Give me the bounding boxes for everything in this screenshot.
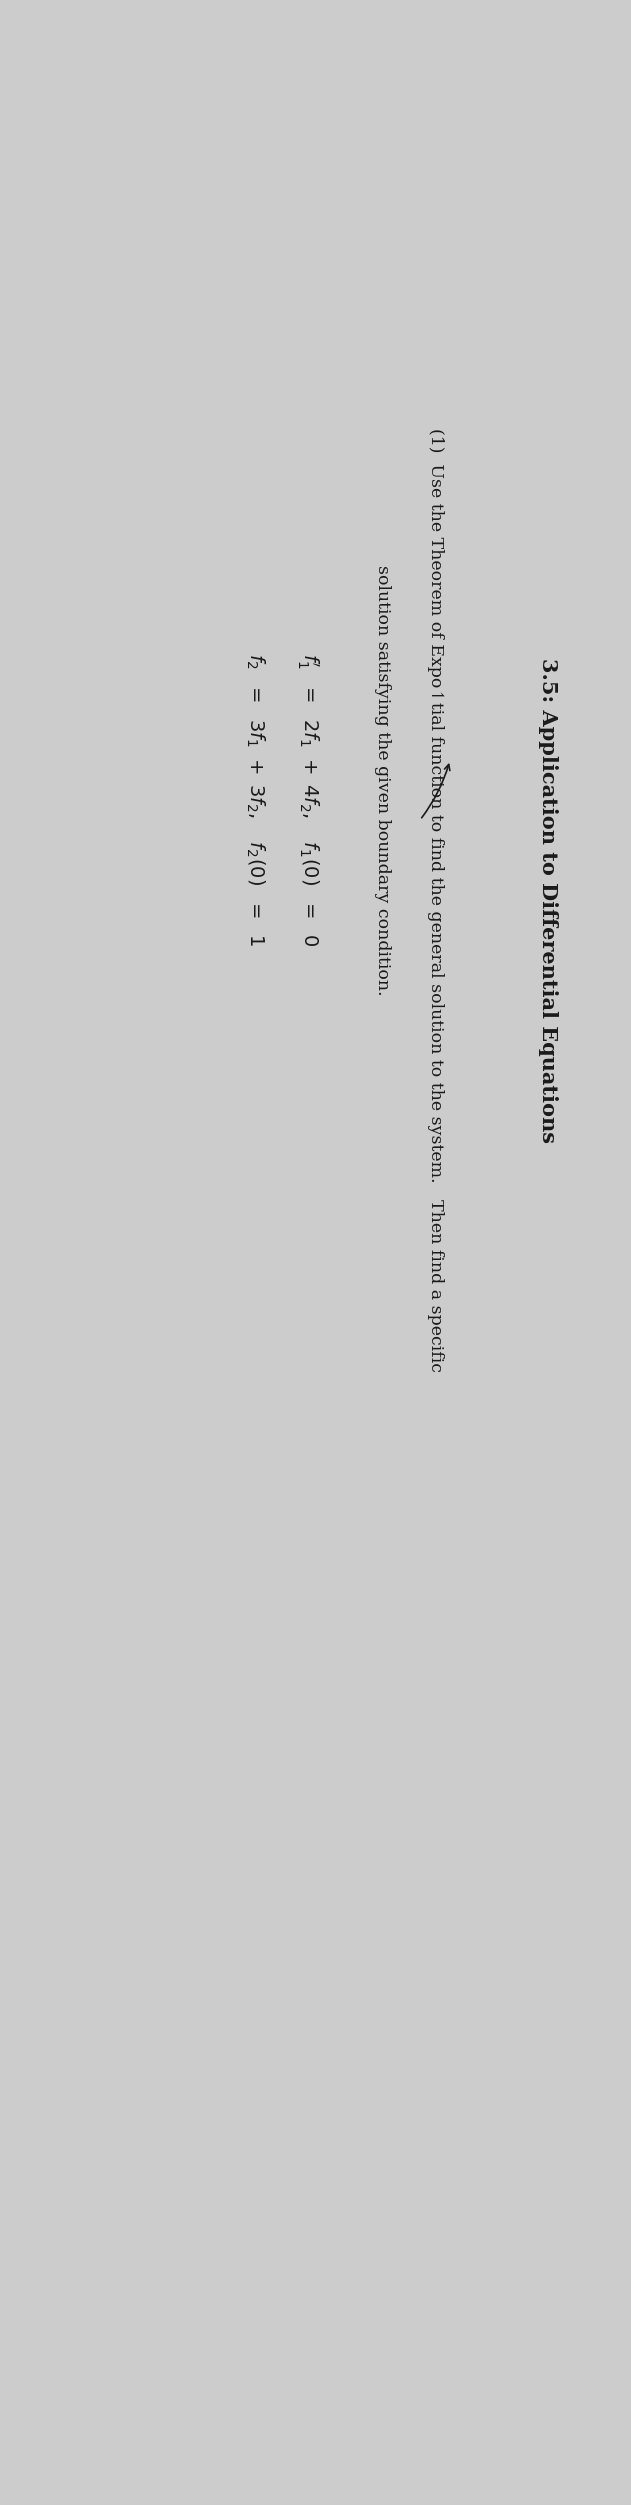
Text: $f_2 \ \ = \ \ 3f_1 \ + \ 3f_2, \quad f_2(0) \ \ = \ \ 1$: $f_2 \ \ = \ \ 3f_1 \ + \ 3f_2, \quad f_… <box>244 654 266 947</box>
Text: solution satisfying the given boundary condition.: solution satisfying the given boundary c… <box>374 564 391 994</box>
Text: 3.5: Application to Differential Equations: 3.5: Application to Differential Equatio… <box>538 656 558 1142</box>
Text: (1)  Use the Theorem of Expo↿tial function to find the general solution to the s: (1) Use the Theorem of Expo↿tial functio… <box>427 428 444 1373</box>
Text: $f_1' \ \ = \ \ 2f_1 \ + \ 4f_2, \quad f_1(0) \ \ = \ \ 0$: $f_1' \ \ = \ \ 2f_1 \ + \ 4f_2, \quad f… <box>295 654 321 947</box>
